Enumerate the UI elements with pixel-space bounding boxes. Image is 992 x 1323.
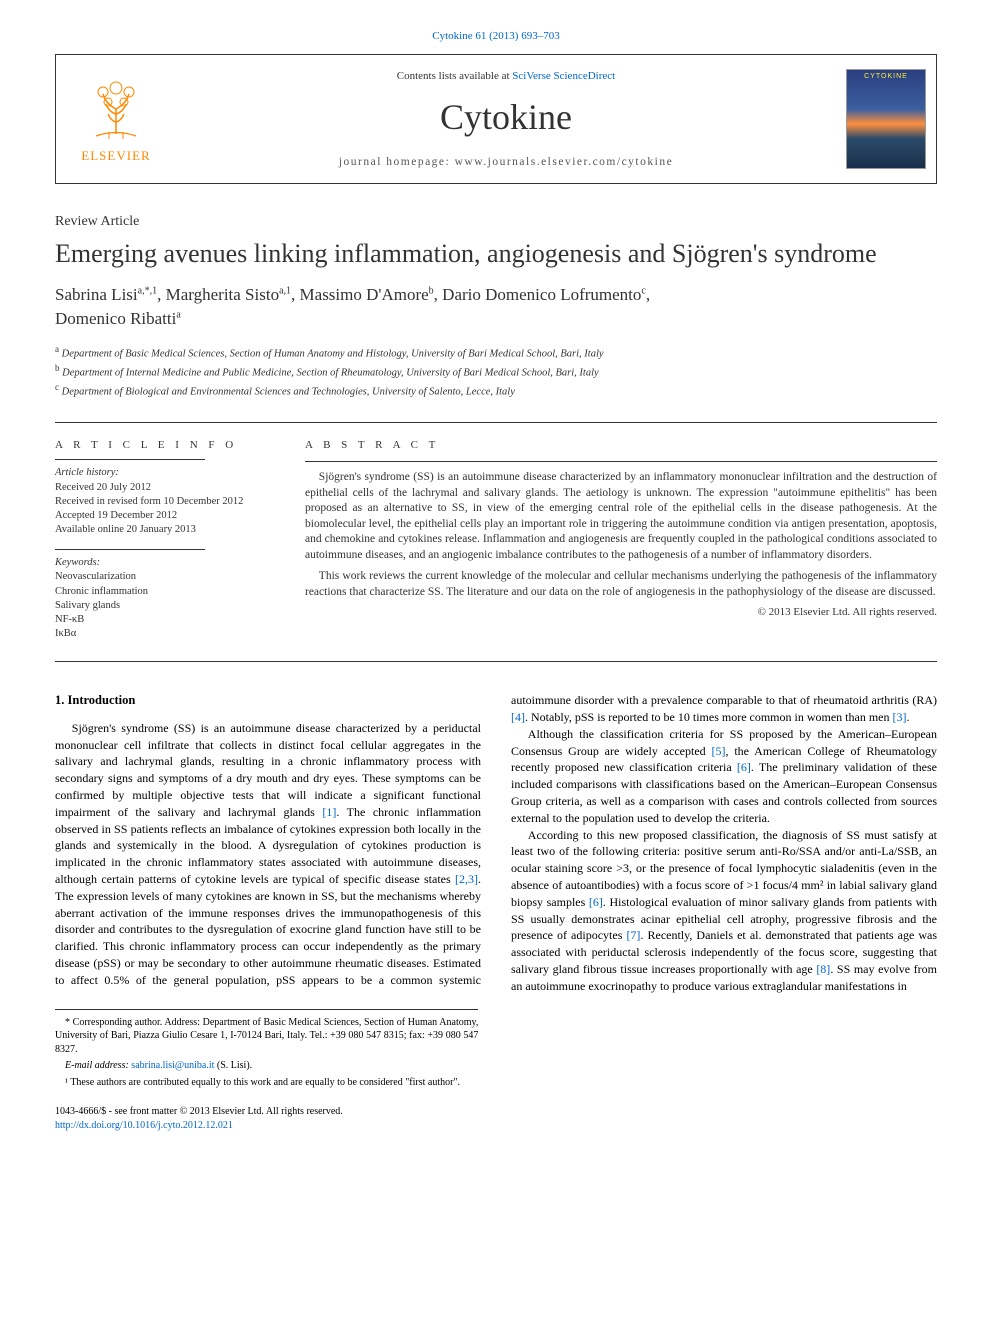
keyword-0: Neovascularization xyxy=(55,570,285,584)
author-3: Massimo D'Amore xyxy=(300,285,429,304)
page-footer: 1043-4666/$ - see front matter © 2013 El… xyxy=(55,1105,937,1133)
ref-1[interactable]: [1] xyxy=(322,805,336,819)
history-label: Article history: xyxy=(55,466,285,480)
email-link[interactable]: sabrina.lisi@uniba.it xyxy=(131,1060,214,1071)
cover-thumb-title: CYTOKINE xyxy=(847,73,925,80)
body-p2: Although the classification criteria for… xyxy=(511,726,937,827)
info-abstract-row: A R T I C L E I N F O Article history: R… xyxy=(55,439,937,641)
ref-8[interactable]: [8] xyxy=(816,962,830,976)
abstract-col: A B S T R A C T Sjögren's syndrome (SS) … xyxy=(305,439,937,641)
author-3-marks: b xyxy=(429,286,434,297)
history-1: Received in revised form 10 December 201… xyxy=(55,495,285,509)
ref-5[interactable]: [5] xyxy=(712,744,726,758)
author-2: Margherita Sisto xyxy=(166,285,279,304)
page-root: Cytokine 61 (2013) 693–703 ELSEVIER Cont… xyxy=(0,0,992,1173)
keyword-4: IκBα xyxy=(55,627,285,641)
ref-7[interactable]: [7] xyxy=(626,928,640,942)
abstract-divider xyxy=(305,461,937,462)
article-info-heading: A R T I C L E I N F O xyxy=(55,439,285,451)
ref-6[interactable]: [6] xyxy=(737,760,751,774)
author-4-marks: c xyxy=(641,286,645,297)
footnotes: * Corresponding author. Address: Departm… xyxy=(55,1009,478,1090)
journal-header-box: ELSEVIER Contents lists available at Sci… xyxy=(55,54,937,184)
abstract-heading: A B S T R A C T xyxy=(305,439,937,451)
equal-contribution-note: ¹ These authors are contributed equally … xyxy=(55,1076,478,1090)
author-5: Domenico Ribatti xyxy=(55,309,176,328)
abstract-copyright: © 2013 Elsevier Ltd. All rights reserved… xyxy=(305,606,937,618)
citation-line[interactable]: Cytokine 61 (2013) 693–703 xyxy=(55,30,937,42)
elsevier-logo-cell: ELSEVIER xyxy=(56,55,176,183)
keyword-3: NF-κB xyxy=(55,613,285,627)
contents-line: Contents lists available at SciVerse Sci… xyxy=(397,70,615,82)
homepage-prefix: journal homepage: xyxy=(339,156,455,168)
history-2: Accepted 19 December 2012 xyxy=(55,509,285,523)
body-p3: According to this new proposed classific… xyxy=(511,827,937,995)
divider-top xyxy=(55,422,937,423)
ref-6b[interactable]: [6] xyxy=(589,895,603,909)
ref-4[interactable]: [4] xyxy=(511,710,525,724)
email-suffix: (S. Lisi). xyxy=(214,1060,252,1071)
keywords-divider xyxy=(55,549,205,554)
section-1-heading: 1. Introduction xyxy=(55,692,481,710)
author-5-marks: a xyxy=(176,309,180,320)
body-columns: 1. Introduction Sjögren's syndrome (SS) … xyxy=(55,662,937,994)
elsevier-wordmark: ELSEVIER xyxy=(81,148,150,164)
contents-prefix: Contents lists available at xyxy=(397,70,512,82)
article-title: Emerging avenues linking inflammation, a… xyxy=(55,238,937,269)
journal-homepage: journal homepage: www.journals.elsevier.… xyxy=(339,156,673,168)
author-2-marks: a,1 xyxy=(279,286,291,297)
doi-link[interactable]: http://dx.doi.org/10.1016/j.cyto.2012.12… xyxy=(55,1120,233,1131)
author-1: Sabrina Lisi xyxy=(55,285,138,304)
elsevier-tree-icon xyxy=(81,74,151,144)
affiliation-list: a Department of Basic Medical Sciences, … xyxy=(55,343,937,401)
cover-thumb-cell: CYTOKINE xyxy=(836,55,936,183)
ref-2-3[interactable]: [2,3] xyxy=(455,872,478,886)
ref-3[interactable]: [3] xyxy=(893,710,907,724)
abstract-p1: Sjögren's syndrome (SS) is an autoimmune… xyxy=(305,470,937,563)
keywords-label: Keywords: xyxy=(55,556,285,570)
affil-c: Department of Biological and Environment… xyxy=(62,387,515,398)
cover-thumb: CYTOKINE xyxy=(846,69,926,169)
issn-line: 1043-4666/$ - see front matter © 2013 El… xyxy=(55,1105,937,1119)
history-3: Available online 20 January 2013 xyxy=(55,523,285,537)
sciencedirect-link[interactable]: SciVerse ScienceDirect xyxy=(512,70,615,82)
homepage-url[interactable]: www.journals.elsevier.com/cytokine xyxy=(455,156,674,168)
author-4: Dario Domenico Lofrumento xyxy=(442,285,641,304)
email-line: E-mail address: sabrina.lisi@uniba.it (S… xyxy=(55,1059,478,1073)
keyword-2: Salivary glands xyxy=(55,599,285,613)
journal-name: Cytokine xyxy=(440,96,572,138)
article-info-col: A R T I C L E I N F O Article history: R… xyxy=(55,439,305,641)
author-list: Sabrina Lisia,*,1, Margherita Sistoa,1, … xyxy=(55,283,937,331)
corresponding-author-note: * Corresponding author. Address: Departm… xyxy=(55,1016,478,1057)
email-label: E-mail address: xyxy=(65,1060,131,1071)
article-type: Review Article xyxy=(55,214,937,230)
history-0: Received 20 July 2012 xyxy=(55,481,285,495)
article-info-divider xyxy=(55,459,205,464)
journal-title-cell: Contents lists available at SciVerse Sci… xyxy=(176,55,836,183)
affil-a: Department of Basic Medical Sciences, Se… xyxy=(62,348,604,359)
abstract-p2: This work reviews the current knowledge … xyxy=(305,569,937,600)
keyword-1: Chronic inflammation xyxy=(55,585,285,599)
author-1-marks: a,*,1 xyxy=(138,286,157,297)
affil-b: Department of Internal Medicine and Publ… xyxy=(62,367,599,378)
